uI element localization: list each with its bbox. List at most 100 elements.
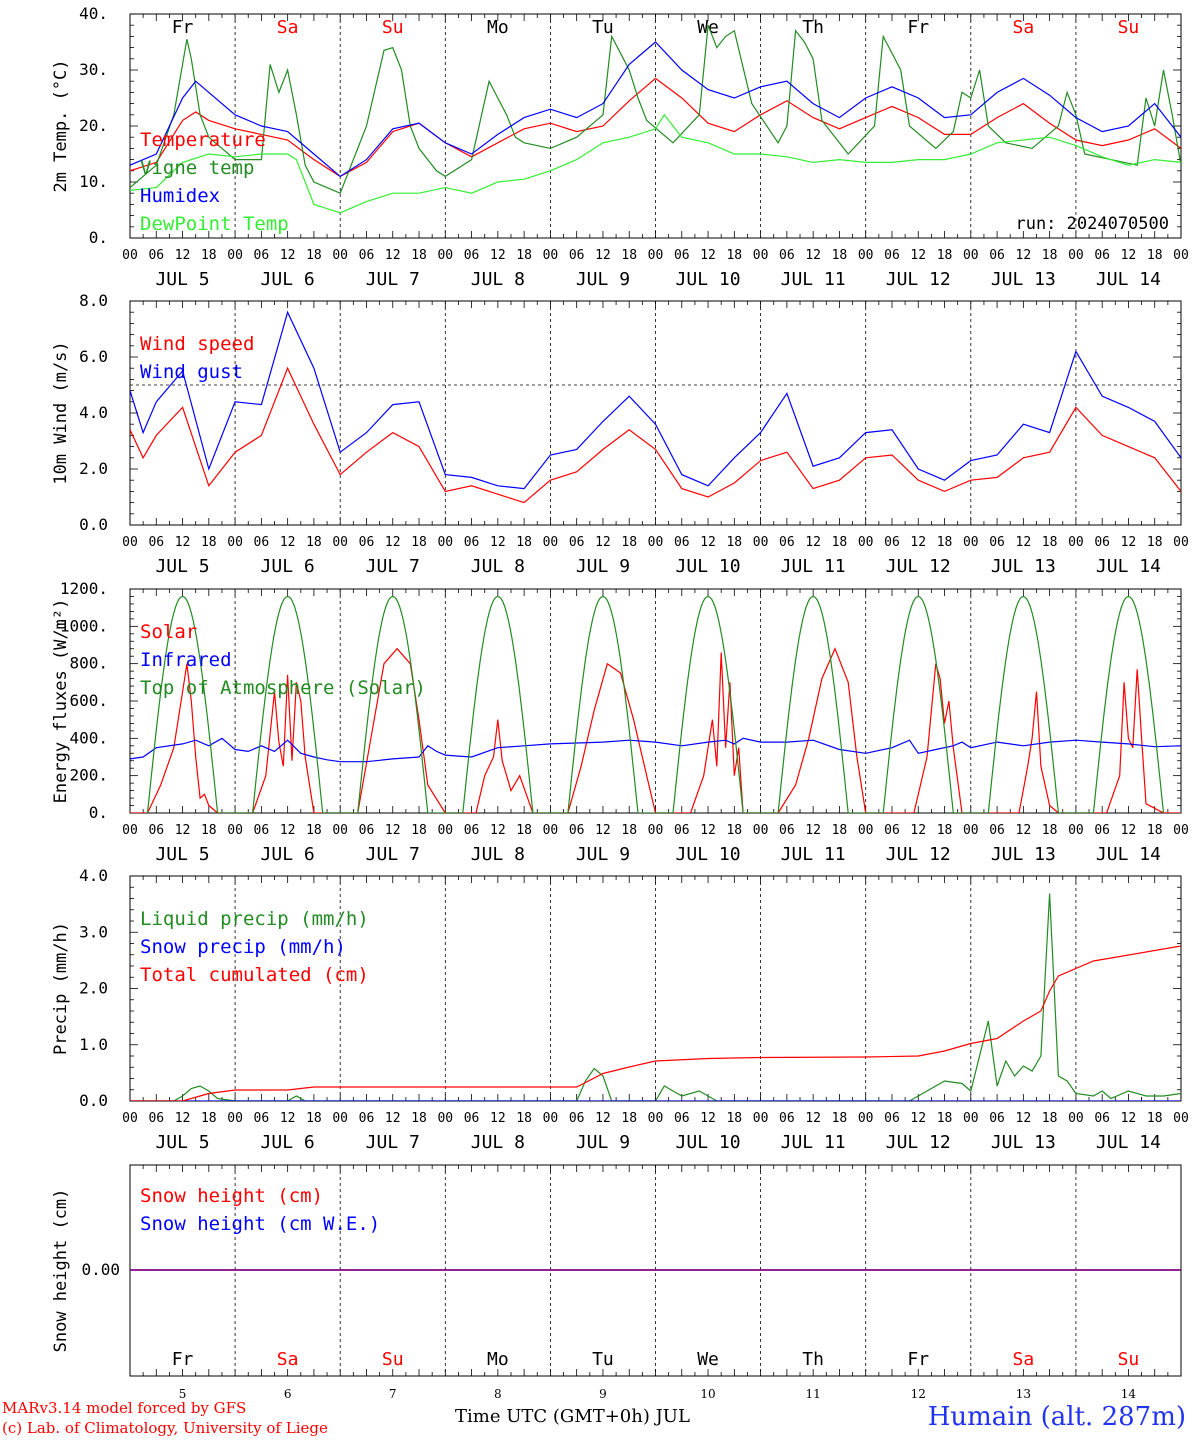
x-date-label: JUL 7 — [366, 844, 420, 865]
x-hour-label: 00 — [648, 248, 664, 263]
day-name-label: Sa — [1013, 1349, 1035, 1370]
series-line-dewpoint-temp — [130, 113, 1181, 214]
x-date-label: JUL 9 — [576, 1132, 630, 1153]
x-hour-label: 18 — [516, 1111, 532, 1126]
x-hour-label: 12 — [280, 248, 296, 263]
x-date-label: JUL 5 — [155, 269, 209, 290]
x-hour-label: 06 — [989, 535, 1005, 550]
x-date-label: JUL 9 — [576, 556, 630, 577]
x-hour-label: 06 — [359, 535, 375, 550]
x-hour-label: 18 — [937, 535, 953, 550]
x-hour-label: 12 — [1121, 823, 1137, 838]
x-hour-label: 00 — [858, 823, 874, 838]
x-date-label: JUL 14 — [1096, 269, 1161, 290]
x-hour-label: 06 — [779, 823, 795, 838]
day-name-label: Su — [382, 1349, 404, 1370]
panel-frame-1 — [129, 300, 1182, 526]
day-number-label: 10 — [700, 1387, 715, 1401]
x-hour-label: 12 — [805, 823, 821, 838]
x-hour-label: 00 — [753, 823, 769, 838]
x-hour-label: 00 — [227, 823, 243, 838]
x-hour-label: 18 — [937, 1111, 953, 1126]
x-hour-label: 18 — [937, 823, 953, 838]
y-axis-title: 10m Wind (m/s) — [51, 341, 71, 484]
x-hour-label: 12 — [385, 248, 401, 263]
x-hour-label: 18 — [411, 1111, 427, 1126]
day-name-label: Sa — [277, 17, 299, 38]
x-hour-label: 00 — [122, 1111, 138, 1126]
series-line-wind-speed — [130, 366, 1181, 504]
x-hour-label: 06 — [254, 248, 270, 263]
legend-entry: Wind gust — [140, 361, 243, 383]
x-hour-label: 06 — [1094, 535, 1110, 550]
panel-frame-0 — [129, 13, 1182, 239]
x-hour-label: 00 — [1173, 535, 1189, 550]
x-hour-label: 18 — [411, 535, 427, 550]
series-group-1 — [130, 310, 1181, 504]
x-hour-label: 12 — [595, 248, 611, 263]
x-hour-label: 12 — [175, 823, 191, 838]
station-name: Humain (alt. 287m) — [927, 1402, 1186, 1432]
x-hour-label: 06 — [464, 1111, 480, 1126]
x-hour-label: 00 — [543, 1111, 559, 1126]
day-number-label: 13 — [1016, 1387, 1031, 1401]
x-date-label: JUL 9 — [576, 844, 630, 865]
legend-entry: Temperature — [140, 129, 266, 151]
x-hour-label: 12 — [1016, 823, 1032, 838]
x-hour-label: 18 — [726, 535, 742, 550]
x-hour-label: 12 — [175, 248, 191, 263]
x-hour-label: 18 — [621, 1111, 637, 1126]
x-hour-label: 18 — [726, 1111, 742, 1126]
day-number-label: 6 — [284, 1387, 292, 1401]
x-hour-label: 00 — [858, 248, 874, 263]
x-hour-label: 00 — [122, 535, 138, 550]
x-hour-label: 06 — [148, 248, 164, 263]
x-hour-label: 12 — [490, 248, 506, 263]
x-hour-label: 00 — [648, 535, 664, 550]
y-tick-label: 2.0 — [79, 459, 108, 478]
x-hour-label: 00 — [332, 823, 348, 838]
x-hour-label: 06 — [674, 823, 690, 838]
x-date-label: JUL 13 — [991, 556, 1056, 577]
x-hour-label: 12 — [385, 823, 401, 838]
x-hour-label: 12 — [805, 535, 821, 550]
x-hour-label: 18 — [516, 248, 532, 263]
x-hour-label: 06 — [1094, 1111, 1110, 1126]
x-hour-label: 12 — [700, 248, 716, 263]
y-tick-label: 4.0 — [79, 866, 108, 885]
series-line-temperature — [130, 77, 1181, 178]
x-hour-label: 06 — [674, 248, 690, 263]
x-hour-label: 00 — [963, 823, 979, 838]
x-date-label: JUL 10 — [676, 844, 741, 865]
x-date-label: JUL 9 — [576, 269, 630, 290]
x-hour-label: 00 — [1068, 823, 1084, 838]
y-tick-label: 200. — [69, 766, 108, 785]
x-date-label: JUL 11 — [781, 556, 846, 577]
x-hour-label: 18 — [621, 535, 637, 550]
x-hour-label: 00 — [543, 535, 559, 550]
day-name-label: Tu — [592, 17, 614, 38]
day-name-label: Su — [1118, 1349, 1140, 1370]
x-hour-label: 12 — [280, 535, 296, 550]
x-hour-label: 06 — [464, 248, 480, 263]
x-hour-label: 18 — [306, 248, 322, 263]
day-number-label: 9 — [599, 1387, 607, 1401]
y-tick-label: 800. — [69, 654, 108, 673]
x-hour-label: 18 — [621, 823, 637, 838]
series-line-vigne-temp — [130, 24, 1181, 194]
y-tick-label: 20. — [79, 116, 108, 135]
day-name-label: Fr — [907, 17, 929, 38]
x-hour-label: 00 — [437, 248, 453, 263]
x-date-label: JUL 8 — [471, 1132, 525, 1153]
x-date-label: JUL 14 — [1096, 1132, 1161, 1153]
x-hour-label: 18 — [411, 823, 427, 838]
x-hour-label: 12 — [595, 535, 611, 550]
x-hour-label: 00 — [1173, 248, 1189, 263]
x-hour-label: 12 — [805, 248, 821, 263]
x-hour-label: 06 — [569, 823, 585, 838]
x-hour-label: 06 — [989, 1111, 1005, 1126]
day-name-label: Fr — [907, 1349, 929, 1370]
x-hour-label: 00 — [332, 1111, 348, 1126]
y-tick-label: 40. — [79, 4, 108, 23]
x-hour-label: 18 — [1147, 535, 1163, 550]
